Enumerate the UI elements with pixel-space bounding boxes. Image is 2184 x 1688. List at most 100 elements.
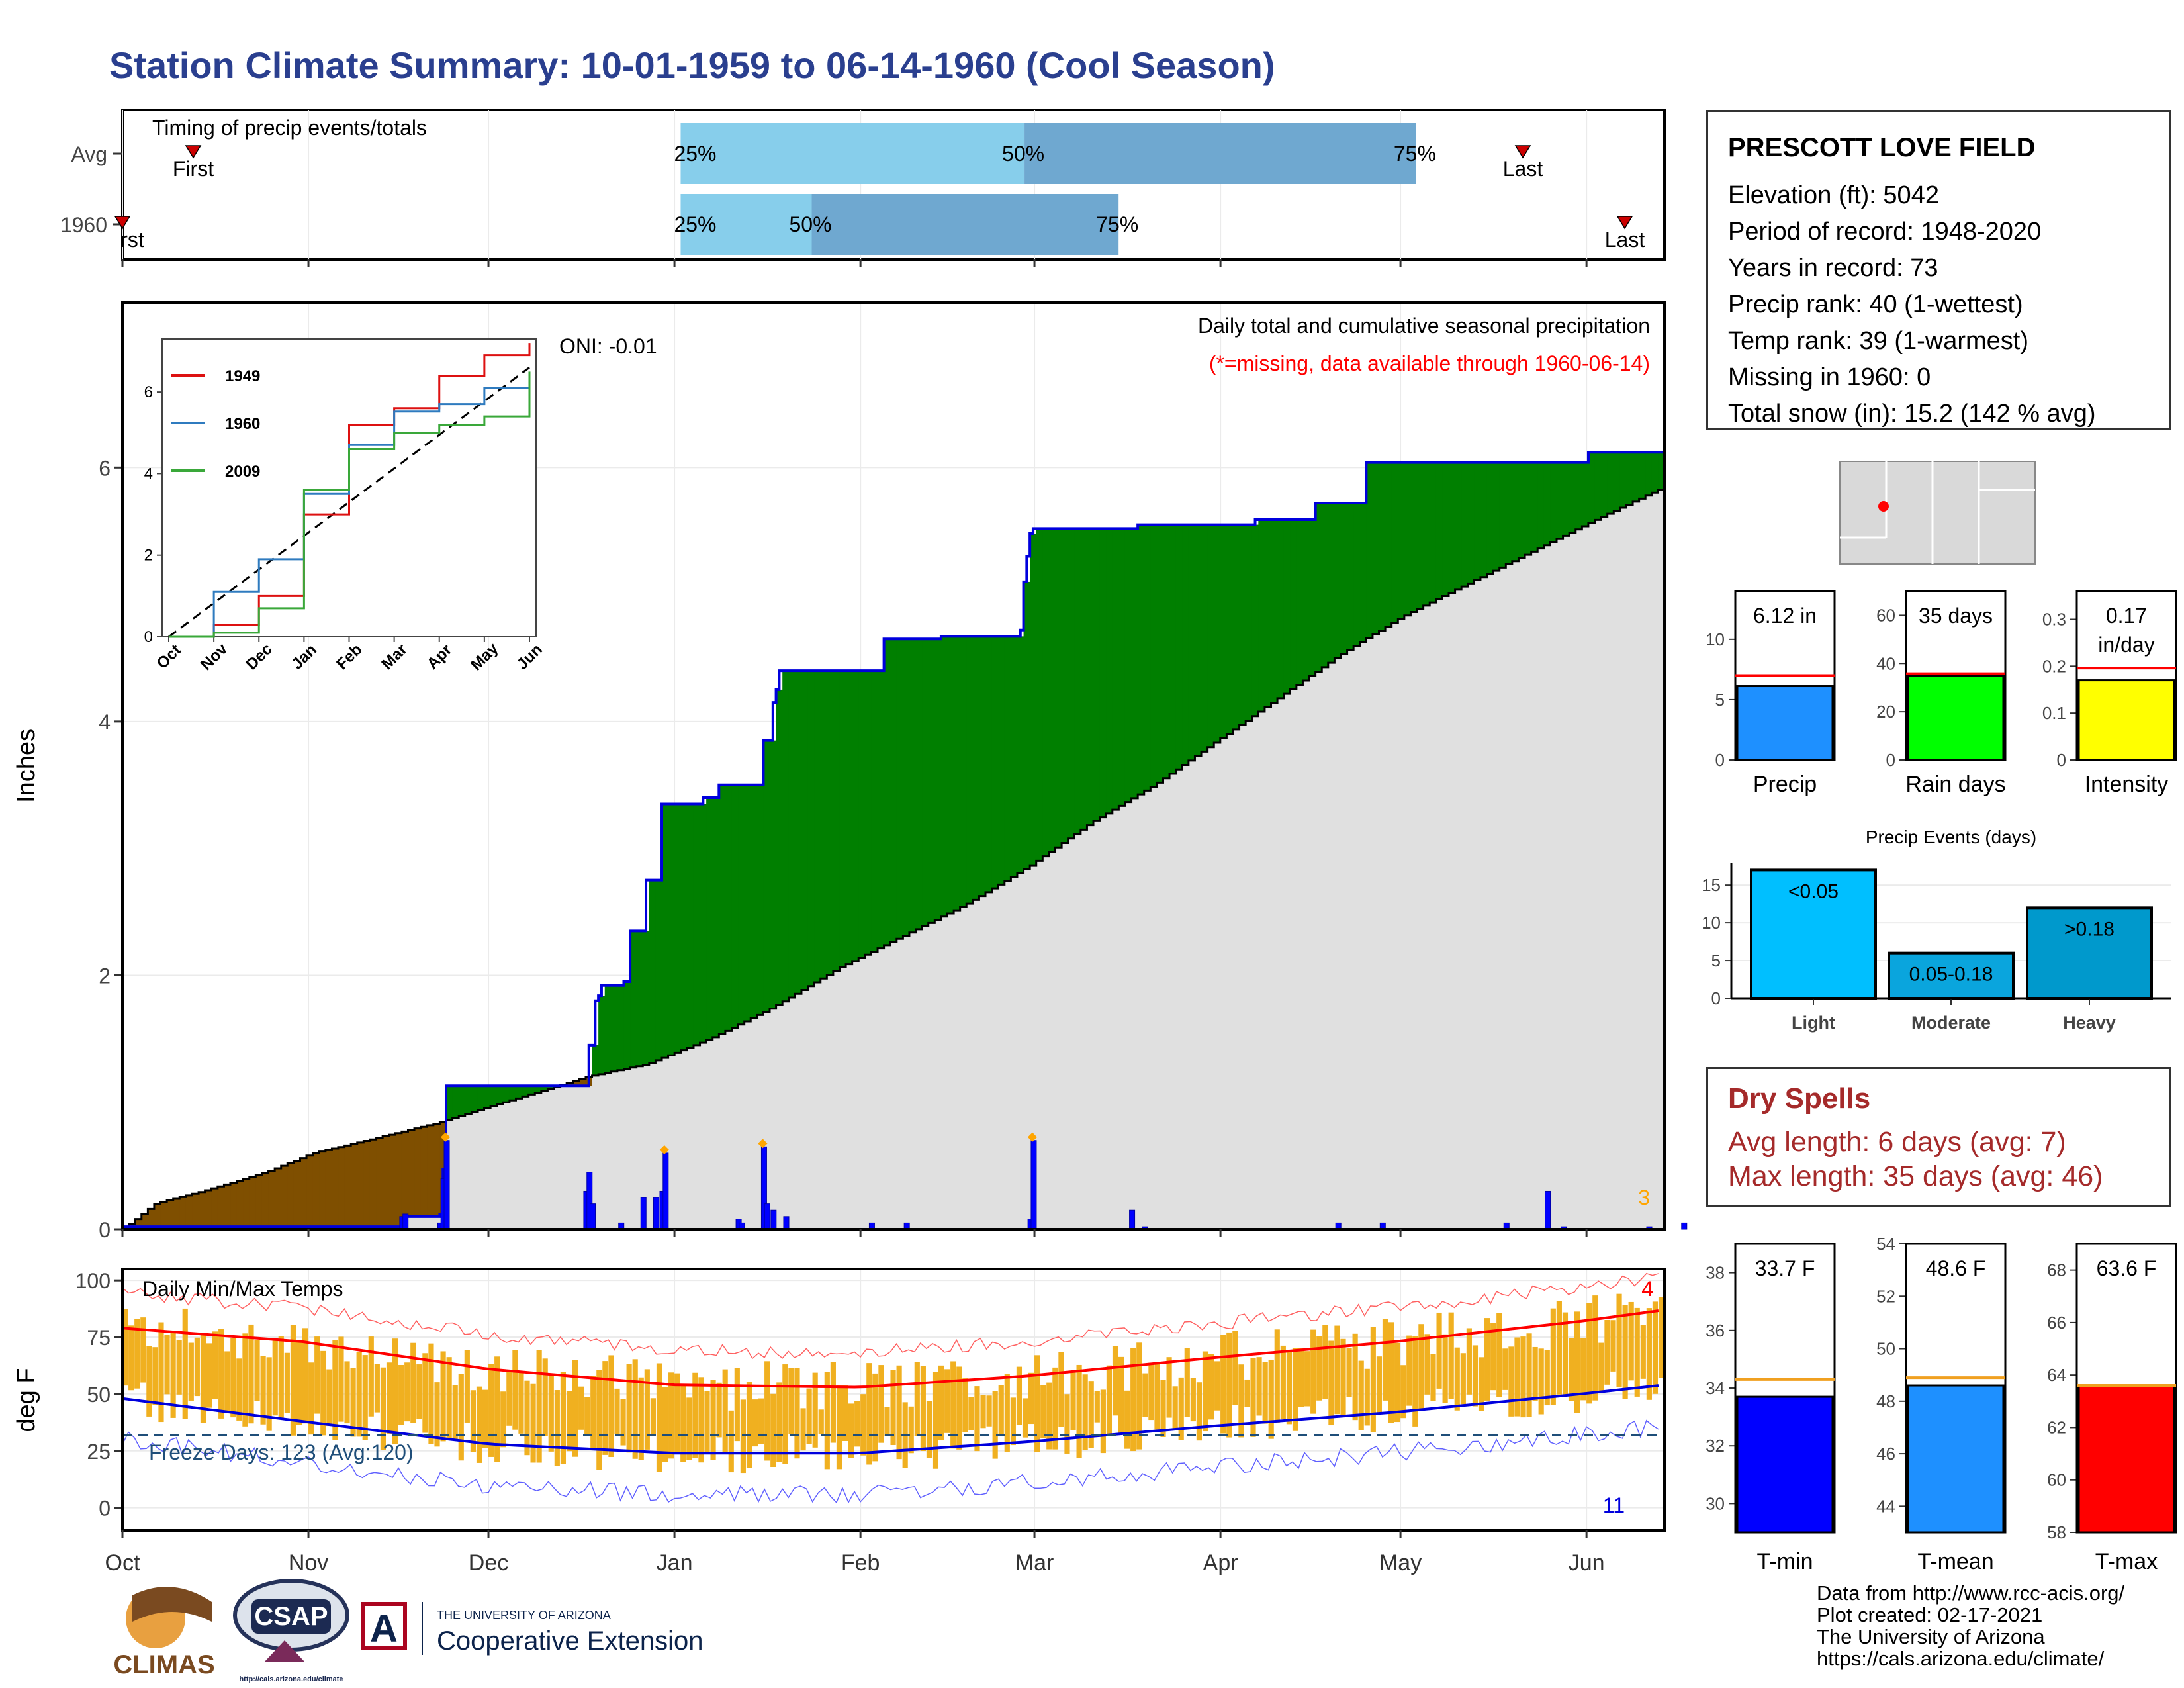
cum-fill — [1036, 861, 1043, 1229]
summary-ytick-label: 10 — [1706, 630, 1725, 649]
above-avg-fill — [1543, 462, 1551, 545]
summary-ytick-label: 52 — [1876, 1286, 1895, 1306]
below-avg-fill — [427, 1125, 434, 1217]
cum-fill — [1118, 806, 1126, 1229]
summary-ytick-label: 36 — [1706, 1321, 1725, 1340]
cum-fill — [516, 1098, 523, 1229]
below-avg-fill — [344, 1145, 351, 1227]
above-avg-fill — [1391, 462, 1398, 624]
daily-temp-bar — [1034, 1355, 1040, 1452]
cum-fill — [1023, 869, 1030, 1229]
cum-fill — [1499, 567, 1506, 1229]
daily-temp-bar — [1430, 1354, 1436, 1401]
daily-temp-bar — [938, 1365, 944, 1441]
summary-bar — [1907, 1384, 2005, 1534]
cum-fill — [636, 1066, 643, 1229]
cum-fill — [1493, 571, 1500, 1229]
above-avg-fill — [807, 671, 815, 986]
daily-temp-bar — [1646, 1308, 1652, 1400]
cum-fill — [776, 1005, 783, 1229]
daily-temp-bar — [740, 1399, 746, 1474]
daily-temp-bar — [140, 1317, 146, 1383]
above-avg-fill — [1124, 528, 1132, 802]
cum-fill — [1569, 532, 1576, 1229]
events-category-label: Heavy — [2063, 1013, 2116, 1033]
daily-temp-bar — [806, 1388, 812, 1444]
snow-marker — [758, 1139, 768, 1149]
below-avg-fill — [293, 1160, 300, 1227]
above-avg-fill — [1011, 636, 1018, 877]
above-avg-fill — [1220, 524, 1227, 739]
daily-temp-bar — [962, 1378, 968, 1432]
credits-org: The University of Arizona — [1817, 1625, 2045, 1648]
timing-row-label: 1960 — [60, 213, 107, 237]
daily-temp-bar — [392, 1338, 398, 1444]
daily-temp-bar — [728, 1410, 734, 1473]
below-avg-fill — [369, 1139, 377, 1227]
station-location-marker — [1878, 501, 1889, 512]
snow-marker — [1027, 1132, 1038, 1142]
daily-temp-bar — [614, 1388, 620, 1434]
daily-temp-bar — [1592, 1295, 1598, 1401]
cum-fill — [1442, 596, 1449, 1229]
above-avg-fill — [1569, 462, 1576, 533]
above-avg-fill — [592, 1045, 599, 1076]
daily-temp-bar — [398, 1364, 404, 1425]
above-avg-fill — [706, 797, 713, 1041]
above-avg-fill — [1448, 462, 1456, 593]
daily-temp-bar — [272, 1340, 278, 1416]
daily-temp-bar — [890, 1370, 896, 1446]
daily-temp-bar — [218, 1329, 224, 1419]
daily-temp-bar — [824, 1372, 830, 1470]
above-avg-fill — [1347, 503, 1354, 650]
daily-temp-bar — [482, 1389, 488, 1448]
summary-value-label: in/day — [2098, 633, 2154, 657]
daily-temp-bar — [1502, 1348, 1508, 1390]
cum-fill — [522, 1096, 529, 1229]
daily-precip-bar — [640, 1197, 647, 1230]
daily-temp-bar — [1580, 1338, 1586, 1401]
daily-temp-bar — [440, 1351, 446, 1442]
cum-fill — [1042, 856, 1050, 1229]
summary-bar — [1907, 675, 2005, 761]
daily-temp-bar — [584, 1397, 590, 1434]
daily-temp-bar — [152, 1347, 158, 1405]
summary-ytick-label: 58 — [2047, 1523, 2066, 1542]
summary-ytick-label: 0 — [1886, 750, 1895, 770]
state-borders — [1840, 461, 2035, 564]
daily-temp-bar — [176, 1340, 182, 1395]
above-avg-fill — [915, 639, 923, 929]
timing-label: Timing of precip events/totals — [152, 116, 427, 140]
cum-fill — [1004, 880, 1011, 1229]
daily-temp-bar — [146, 1346, 152, 1417]
above-avg-fill — [680, 804, 688, 1051]
cum-fill — [1563, 536, 1570, 1230]
ua-logo-small-text: THE UNIVERSITY OF ARIZONA — [437, 1609, 611, 1622]
daily-temp-bar — [200, 1335, 206, 1423]
cum-fill — [1385, 627, 1392, 1229]
daily-temp-bar — [1196, 1382, 1202, 1441]
daily-temp-bar — [758, 1398, 764, 1444]
daily-temp-bar — [1544, 1350, 1550, 1406]
daily-temp-bar — [434, 1382, 440, 1447]
above-avg-fill — [858, 671, 866, 959]
above-avg-fill — [1296, 519, 1303, 685]
cum-fill — [909, 932, 917, 1229]
daily-temp-bar — [326, 1369, 332, 1427]
summary-ytick-label: 50 — [1876, 1339, 1895, 1359]
daily-temp-bar — [374, 1364, 380, 1413]
above-avg-fill — [1163, 524, 1170, 778]
cum-fill — [623, 1068, 631, 1229]
above-avg-fill — [1302, 519, 1310, 681]
daily-temp-bar — [1292, 1348, 1298, 1431]
daily-temp-bar — [1538, 1348, 1544, 1415]
daily-temp-bar — [362, 1355, 368, 1440]
daily-temp-bar — [788, 1368, 794, 1434]
avg-max-line — [122, 1309, 1659, 1389]
cum-fill — [795, 994, 802, 1229]
summary-ytick-label: 48 — [1876, 1391, 1895, 1411]
above-avg-fill — [896, 639, 903, 939]
cum-fill — [928, 923, 935, 1229]
timing-panel: Timing of precip events/totals Avg 25% 50% 7… — [60, 109, 1666, 267]
summary-ytick-label: 60 — [1876, 605, 1895, 625]
